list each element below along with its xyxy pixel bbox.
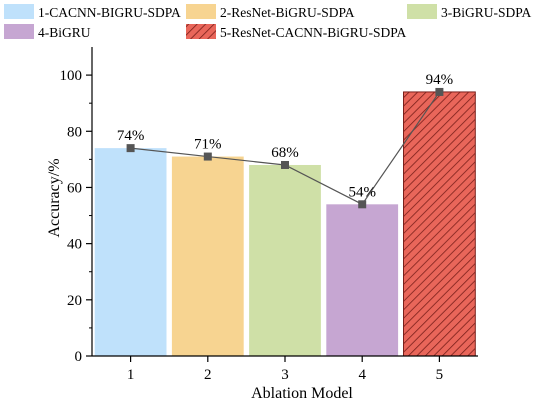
y-axis-title: Accuracy/%	[46, 158, 63, 237]
legend-swatch-hatch-5	[186, 24, 216, 39]
bar-1	[94, 148, 167, 356]
legend-label-5: 5-ResNet-CACNN-BiGRU-SDPA	[220, 25, 407, 40]
legend-swatch-4	[4, 24, 34, 39]
trend-marker-4	[358, 200, 367, 209]
bar-hatch-5	[403, 91, 476, 357]
x-axis-title: Ablation Model	[251, 385, 353, 402]
bar-2	[171, 156, 244, 356]
legend-swatch-2	[186, 4, 216, 19]
x-tick-label-4: 4	[358, 367, 366, 383]
y-tick-label-100: 100	[60, 68, 83, 84]
legend-label-4: 4-BiGRU	[38, 25, 91, 40]
x-tick-label-2: 2	[204, 367, 212, 383]
legend-swatch-1	[4, 4, 34, 19]
data-label-2: 71%	[194, 137, 222, 153]
legend-label-2: 2-ResNet-BiGRU-SDPA	[220, 5, 355, 20]
legend-swatch-3	[407, 4, 437, 19]
data-label-5: 94%	[426, 72, 454, 88]
legend-label-3: 3-BiGRU-SDPA	[441, 5, 532, 20]
bars-group	[94, 91, 476, 357]
x-tick-label-1: 1	[127, 367, 135, 383]
y-tick-label-60: 60	[67, 180, 82, 196]
y-tick-label-0: 0	[75, 349, 83, 365]
x-tick-label-3: 3	[281, 367, 289, 383]
data-label-1: 74%	[117, 128, 145, 144]
legend: 1-CACNN-BIGRU-SDPA 2-ResNet-BiGRU-SDPA 3-B…	[4, 4, 532, 40]
y-tick-label-40: 40	[67, 237, 82, 253]
axes-group	[86, 47, 478, 362]
trend-marker-2	[203, 152, 212, 161]
x-tick-label-5: 5	[436, 367, 444, 383]
bar-4	[326, 204, 399, 356]
trend-marker-1	[126, 144, 135, 153]
legend-label-1: 1-CACNN-BIGRU-SDPA	[38, 5, 181, 20]
y-tick-label-80: 80	[67, 124, 82, 140]
bar-3	[249, 164, 321, 356]
data-label-3: 68%	[271, 145, 299, 161]
y-tick-label-20: 20	[67, 293, 82, 309]
labels-group: 0 20 40 60 80 100 1 2 3 4 5 74% 71% 68% 54% 94%	[60, 68, 454, 383]
trend-marker-5	[435, 87, 444, 96]
trend-marker-3	[281, 160, 289, 169]
trend-line-group	[126, 87, 444, 209]
data-label-4: 54%	[348, 184, 376, 200]
